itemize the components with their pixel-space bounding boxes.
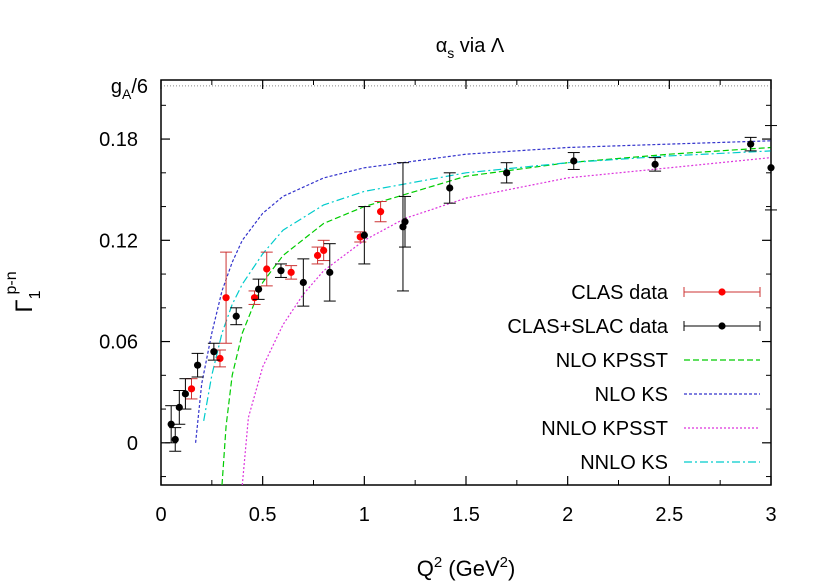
y-axis-label: Γ1p-n [3,271,44,312]
x-tick-label: 1.5 [452,504,480,526]
y-tick-label: 0.18 [99,129,138,151]
data-point [179,378,192,410]
data-point [567,152,580,170]
series-line [203,150,771,422]
data-point [649,157,662,172]
point-marker [299,278,307,287]
x-tick-label: 0 [155,504,166,526]
data-point [396,162,409,292]
legend-label: CLAS data [571,282,669,304]
data-point [374,201,387,223]
data-point [252,278,265,300]
point-marker [360,231,368,239]
point-marker [250,294,259,302]
point-marker [446,184,454,192]
y-tick-label: 0 [127,433,138,455]
series-line [195,140,771,443]
point-marker [277,267,285,275]
legend-item: NLO KS [595,384,760,406]
point-marker [194,361,202,369]
ga6-label: gA/6 [111,76,148,102]
legend-item: NNLO KPSST [541,418,760,440]
legend: CLAS data CLAS+SLAC data NLO KPSST NLO KS NN… [507,282,761,474]
point-marker [187,385,196,393]
point-marker [232,312,240,320]
data-point [260,251,273,287]
x-axis-label: Q2 (GeV2) [417,554,516,581]
data-point [358,206,371,265]
legend-item: NNLO KS [580,452,760,474]
data-point [765,125,777,211]
point-marker [181,390,189,398]
data-point [169,427,182,452]
data-point [399,195,411,248]
point-marker [377,208,385,216]
data-point [323,243,336,302]
x-tick-label: 1 [359,504,370,526]
data-point [207,342,220,361]
x-tick-label: 3 [765,504,776,526]
chart-title: αs via Λ [436,35,505,61]
point-marker [210,348,218,356]
legend-label: NNLO KS [580,452,668,474]
x-tick-label: 0.5 [249,504,277,526]
point-marker [747,140,755,148]
y-axis: 0 0.06 0.12 0.18 [99,104,771,478]
point-marker [651,160,659,168]
x-axis: 0 0.5 1 1.5 2 2.5 3 [155,80,777,526]
legend-label: NLO KPSST [556,350,668,372]
data-point [317,239,330,262]
data-point [285,265,298,280]
x-tick-label: 2 [562,504,573,526]
curves [195,140,771,485]
legend-label: NNLO KPSST [541,418,668,440]
point-marker [401,218,409,226]
data-point [311,246,324,265]
data-point [297,258,310,307]
point-marker [503,169,511,177]
data-point [274,263,287,278]
data-point [443,172,456,204]
point-marker [216,354,224,363]
point-marker [263,265,271,273]
data-point [191,352,204,378]
plot-frame [160,79,772,486]
point-marker [287,268,295,276]
data-point [500,162,513,184]
data-point [248,290,261,305]
legend-item: CLAS data [571,282,761,304]
point-marker [175,403,183,411]
data-point [220,251,233,344]
y-tick-label: 0.06 [99,332,138,354]
data-point [744,136,757,152]
y-tick-label: 0.12 [99,230,138,252]
data-points [165,125,777,452]
legend-item: NLO KPSST [556,350,760,372]
x-tick-label: 2.5 [655,504,683,526]
series-line [221,146,771,485]
legend-label: CLAS+SLAC data [507,316,669,338]
series-line [241,157,771,485]
point-marker [255,285,263,293]
legend-marker [718,322,726,330]
point-marker [313,251,322,260]
legend-item: CLAS+SLAC data [507,316,761,338]
point-marker [171,435,179,444]
point-marker [570,157,578,165]
point-marker [320,246,328,255]
legend-marker [718,288,726,296]
legend-label: NLO KS [595,384,668,406]
data-point [230,307,243,326]
point-marker [167,420,175,428]
point-marker [222,294,230,302]
point-marker [767,164,775,172]
point-marker [326,268,334,276]
